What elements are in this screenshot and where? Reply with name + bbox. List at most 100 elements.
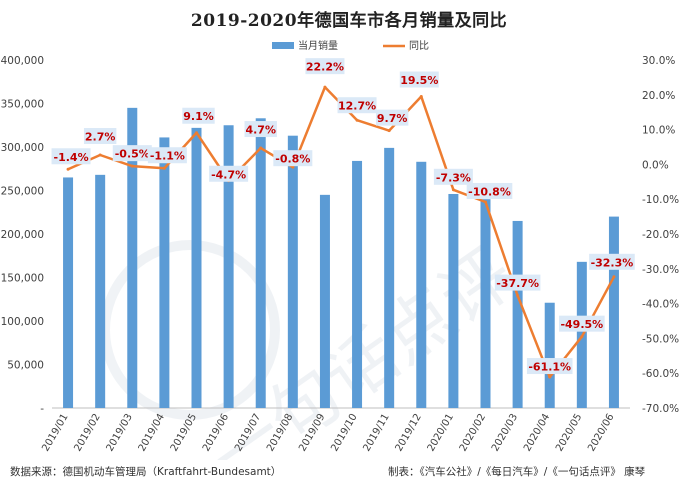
bar bbox=[287, 135, 298, 408]
y-right-tick-label: -50.0% bbox=[642, 333, 679, 345]
x-tick-label: 2019/12 bbox=[394, 412, 424, 453]
data-label-bg bbox=[399, 71, 439, 88]
x-tick-label: 2019/04 bbox=[137, 412, 167, 453]
data-label-bg bbox=[112, 145, 152, 162]
data-label: -0.5% bbox=[115, 148, 150, 161]
bar bbox=[95, 174, 106, 408]
data-label-bg bbox=[589, 253, 635, 270]
x-tick-label: 2020/03 bbox=[490, 412, 520, 453]
y-right-tick-label: 0.0% bbox=[642, 159, 669, 171]
data-label: -1.1% bbox=[150, 150, 185, 163]
y-left-tick-label: 150,000 bbox=[1, 273, 44, 285]
data-label: 4.7% bbox=[245, 124, 276, 137]
y-left-tick-label: - bbox=[40, 403, 44, 415]
data-label: -1.4% bbox=[54, 151, 89, 164]
y-right-tick-label: -30.0% bbox=[642, 264, 679, 276]
data-label: 22.2% bbox=[306, 61, 344, 74]
y-left-tick-label: 400,000 bbox=[1, 55, 44, 67]
yoy-point bbox=[66, 167, 70, 171]
bar bbox=[255, 118, 266, 408]
data-label-bg bbox=[337, 97, 377, 114]
bar bbox=[223, 125, 234, 408]
data-label-bg bbox=[209, 165, 249, 182]
data-label-bg bbox=[433, 168, 473, 185]
yoy-point bbox=[355, 118, 359, 122]
yoy-point bbox=[580, 335, 584, 339]
x-tick-label: 2019/01 bbox=[40, 412, 70, 453]
data-label-bg bbox=[83, 128, 117, 145]
data-label: -32.3% bbox=[591, 256, 634, 269]
bar bbox=[512, 220, 523, 408]
y-left-tick-label: 200,000 bbox=[1, 229, 44, 241]
data-label-bg bbox=[466, 182, 513, 199]
y-right-tick-label: 20.0% bbox=[642, 90, 675, 102]
bar bbox=[416, 161, 427, 408]
y-left-tick-label: 250,000 bbox=[1, 186, 44, 198]
bar bbox=[191, 127, 202, 409]
data-label-bg bbox=[51, 148, 91, 165]
yoy-point bbox=[323, 85, 327, 89]
x-tick-label: 2019/03 bbox=[105, 412, 135, 453]
x-tick-label: 2020/06 bbox=[586, 412, 616, 453]
yoy-point bbox=[387, 129, 391, 133]
yoy-point bbox=[612, 275, 616, 279]
chart-title: 2019-2020年德国车市各月销量及同比 bbox=[190, 11, 508, 31]
data-label: 9.7% bbox=[377, 112, 408, 125]
x-tick-label: 2019/07 bbox=[233, 412, 263, 453]
x-tick-label: 2019/11 bbox=[361, 412, 391, 453]
data-label: -4.7% bbox=[211, 168, 246, 181]
bar bbox=[544, 302, 555, 408]
bar bbox=[352, 160, 363, 408]
y-left-tick-label: 50,000 bbox=[7, 360, 44, 372]
data-label-bg bbox=[182, 107, 215, 124]
yoy-point bbox=[130, 164, 134, 168]
y-right-tick-label: -10.0% bbox=[642, 194, 679, 206]
bar bbox=[63, 177, 74, 408]
bar bbox=[448, 193, 459, 408]
yoy-point bbox=[162, 166, 166, 170]
x-tick-label: 2020/02 bbox=[458, 412, 488, 453]
x-tick-label: 2019/08 bbox=[265, 412, 295, 453]
legend-label-bar: 当月销量 bbox=[298, 39, 338, 52]
data-label: 12.7% bbox=[338, 100, 376, 113]
y-right-tick-label: -60.0% bbox=[642, 368, 679, 380]
data-label: -37.7% bbox=[496, 277, 539, 290]
y-right-tick-label: -40.0% bbox=[642, 299, 679, 311]
y-right-tick-label: 10.0% bbox=[642, 125, 675, 137]
yoy-point bbox=[259, 146, 263, 150]
yoy-point bbox=[516, 294, 520, 298]
yoy-point bbox=[419, 95, 423, 99]
data-label: -0.8% bbox=[275, 153, 310, 166]
y-left-tick-label: 300,000 bbox=[1, 142, 44, 154]
bar bbox=[159, 137, 170, 408]
yoy-point bbox=[484, 200, 487, 204]
data-label-bg bbox=[305, 58, 345, 75]
data-label-bg bbox=[244, 121, 277, 138]
bar bbox=[319, 194, 330, 408]
chart-credit: 制表：《汽车公社》/《每日汽车》/《一句话点评》 康琴 bbox=[388, 466, 646, 478]
bar bbox=[608, 216, 619, 408]
y-right-tick-label: -70.0% bbox=[642, 403, 679, 415]
yoy-line bbox=[67, 85, 616, 379]
legend-label-line: 同比 bbox=[409, 40, 429, 52]
data-label-bg bbox=[147, 147, 187, 164]
data-label: 2.7% bbox=[85, 131, 116, 144]
data-label: 9.1% bbox=[183, 110, 214, 123]
yoy-point bbox=[195, 131, 198, 135]
legend-swatch-bar bbox=[272, 42, 294, 49]
x-tick-label: 2019/06 bbox=[201, 412, 231, 453]
yoy-point bbox=[548, 375, 552, 379]
data-label: -61.1% bbox=[528, 361, 571, 374]
yoy-point bbox=[98, 153, 102, 157]
x-tick-label: 2019/05 bbox=[169, 412, 199, 453]
yoy-point bbox=[291, 165, 295, 169]
y-right-tick-label: -20.0% bbox=[642, 229, 679, 241]
data-label-bg bbox=[526, 358, 573, 375]
data-label-bg bbox=[559, 315, 605, 332]
x-tick-label: 2020/04 bbox=[522, 412, 552, 453]
data-source: 数据来源：德国机动车管理局（Kraftfahrt-Bundesamt） bbox=[10, 466, 282, 478]
x-tick-label: 2020/05 bbox=[554, 412, 584, 453]
data-label: -7.3% bbox=[436, 171, 471, 184]
